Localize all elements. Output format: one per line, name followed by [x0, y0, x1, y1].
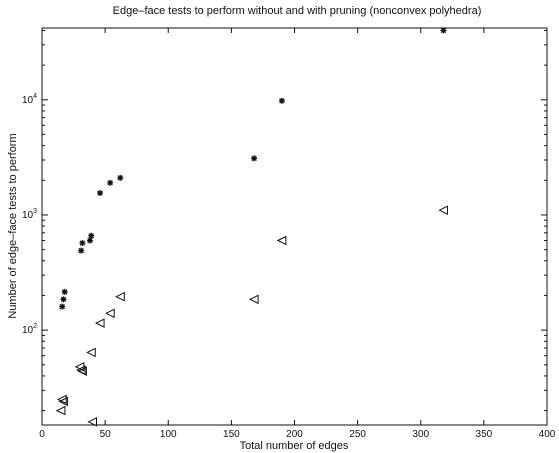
x-tick-label: 300	[412, 429, 429, 440]
asterisk-point	[278, 97, 285, 104]
plot-area	[41, 27, 548, 426]
asterisk-point	[107, 179, 114, 186]
asterisk-point	[251, 155, 258, 162]
asterisk-point	[440, 27, 447, 34]
triangle-point	[77, 366, 87, 376]
triangle-point	[248, 294, 259, 305]
triangle-point	[86, 347, 96, 358]
triangle-point	[276, 235, 287, 246]
asterisk-point	[88, 232, 95, 239]
x-tick-label: 400	[539, 429, 556, 440]
x-tick-label: 150	[223, 429, 240, 440]
y-tick-label: 104	[22, 93, 37, 106]
triangle-point	[438, 205, 448, 215]
asterisk-point	[79, 240, 86, 247]
x-tick-label: 50	[100, 429, 112, 440]
asterisk-point	[78, 247, 85, 254]
triangle-point	[94, 318, 105, 328]
x-axis-ticks: 0 50 100 150 200 250 300 350 400	[39, 28, 556, 440]
triangle-point	[105, 308, 115, 319]
x-tick-label: 200	[286, 429, 303, 440]
y-tick-label: 103	[22, 208, 37, 221]
asterisk-point	[59, 303, 66, 310]
asterisk-point	[117, 174, 124, 181]
asterisk-point	[61, 288, 68, 295]
asterisk-point	[97, 190, 104, 197]
x-tick-label: 250	[349, 429, 366, 440]
triangle-point	[57, 394, 67, 405]
x-tick-label: 100	[160, 429, 177, 440]
x-axis-label: Total number of edges	[240, 440, 349, 452]
asterisk-point	[86, 237, 93, 244]
asterisk-point	[60, 296, 67, 303]
y-axis-ticks: 102 103 104	[22, 29, 547, 412]
y-tick-label: 102	[22, 323, 37, 336]
x-tick-label: 350	[476, 429, 493, 440]
y-axis-label: Number of edge–face tests to perform	[7, 133, 19, 318]
triangle-point	[58, 396, 68, 407]
triangle-point	[87, 416, 97, 427]
triangle-point	[55, 405, 66, 416]
x-tick-label: 0	[39, 429, 45, 440]
data-points	[55, 27, 448, 427]
triangle-point	[115, 291, 125, 302]
chart-title: Edge–face tests to perform without and w…	[113, 5, 482, 17]
